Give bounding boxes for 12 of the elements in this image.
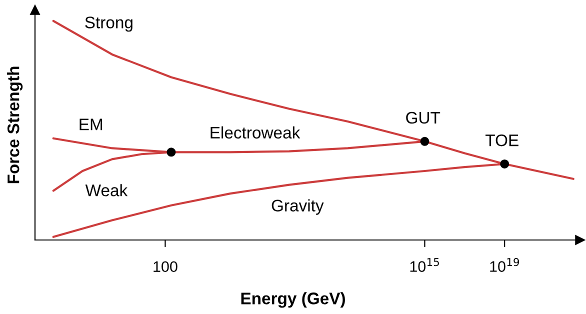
x-tick-label: 10$^{15}$: [410, 258, 439, 272]
series-label: Electroweak: [210, 126, 300, 139]
x-axis-title: Energy (GeV): [241, 292, 345, 308]
x-tick-label: 100: [154, 261, 178, 272]
x-tick-label: 10$^{19}$: [490, 258, 519, 272]
y-axis-title: Force Strength: [7, 66, 23, 184]
series-label: Strong: [85, 16, 132, 32]
annotation: GUT: [406, 112, 440, 124]
series-label: Gravity: [272, 199, 324, 215]
series-label: Weak: [85, 184, 128, 196]
series-label: EM: [80, 118, 102, 130]
annotation: TOE: [486, 134, 518, 146]
